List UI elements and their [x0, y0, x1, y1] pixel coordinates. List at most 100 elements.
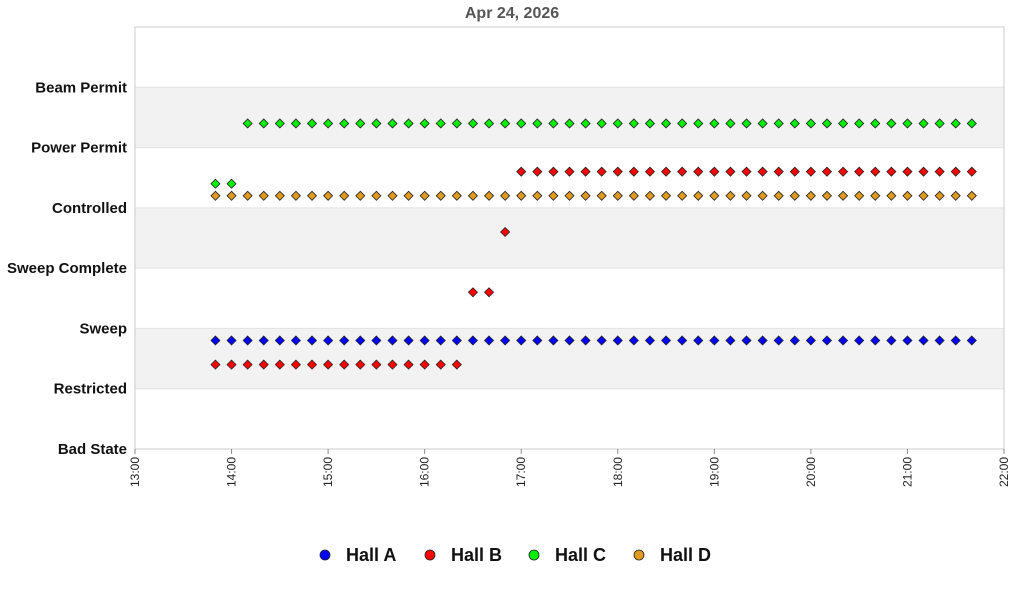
data-point [677, 166, 688, 177]
data-point [467, 287, 479, 298]
data-point [516, 335, 527, 346]
data-point [660, 166, 672, 177]
data-point [838, 166, 849, 177]
data-point [644, 335, 656, 346]
x-tick-label: 22:00 [997, 457, 1011, 487]
data-point [323, 359, 334, 370]
data-point [918, 118, 929, 129]
data-point [242, 359, 253, 370]
data-point [838, 335, 849, 346]
data-point [403, 335, 414, 346]
data-point [886, 335, 897, 346]
data-point [532, 190, 543, 201]
chart-title: Apr 24, 2026 [465, 5, 559, 22]
plot-bands [135, 27, 1004, 449]
data-points [210, 118, 977, 370]
x-tick-label: 13:00 [128, 457, 142, 487]
data-point [934, 118, 945, 129]
data-point [677, 335, 688, 346]
data-point [210, 178, 221, 189]
data-point [500, 335, 511, 346]
data-point [580, 190, 591, 201]
data-point [339, 359, 350, 370]
data-point [290, 335, 301, 346]
data-point [902, 166, 913, 177]
data-point [902, 190, 913, 201]
data-point [612, 118, 623, 129]
data-point [628, 335, 639, 346]
data-point [693, 190, 704, 201]
data-point [258, 190, 269, 201]
data-point [355, 190, 366, 201]
data-point [306, 335, 318, 346]
data-point [274, 190, 285, 201]
data-point [677, 190, 688, 201]
data-point [741, 190, 752, 201]
data-point [435, 190, 446, 201]
data-point [274, 359, 285, 370]
legend-label: Hall A [346, 545, 396, 565]
data-point [258, 118, 269, 129]
data-point [564, 335, 575, 346]
legend-marker [319, 549, 331, 561]
data-point [435, 359, 446, 370]
data-point [483, 118, 495, 129]
data-point [854, 166, 865, 177]
data-point [789, 335, 800, 346]
data-point [371, 118, 382, 129]
data-point [226, 190, 237, 201]
x-axis-ticks: 13:00 14:00 15:00 16:00 17:00 18:00 19:00 20:00… [128, 449, 1011, 487]
data-point [725, 190, 736, 201]
data-point [821, 118, 833, 129]
data-point [387, 335, 398, 346]
data-point [918, 190, 929, 201]
data-point [226, 359, 237, 370]
y-tick-label: Bad State [58, 441, 127, 458]
data-point [821, 190, 833, 201]
data-point [290, 359, 301, 370]
data-point [628, 190, 639, 201]
data-point [580, 118, 591, 129]
data-point [242, 335, 253, 346]
x-tick-label: 20:00 [804, 457, 818, 487]
data-point [644, 118, 656, 129]
legend-label: Hall B [451, 545, 502, 565]
data-point [435, 335, 446, 346]
data-point [741, 335, 752, 346]
data-point [693, 335, 704, 346]
data-point [500, 118, 511, 129]
data-point [773, 190, 784, 201]
data-point [660, 118, 672, 129]
data-point [371, 190, 382, 201]
data-point [596, 190, 607, 201]
data-point [902, 335, 913, 346]
data-point [725, 118, 736, 129]
data-point [950, 190, 961, 201]
y-tick-label: Sweep Complete [7, 260, 127, 277]
data-point [226, 335, 237, 346]
data-point [789, 118, 800, 129]
data-point [612, 166, 623, 177]
data-point [258, 359, 269, 370]
plot-band [135, 27, 1004, 88]
data-point [306, 359, 318, 370]
y-tick-label: Controlled [52, 200, 127, 217]
x-tick-label: 19:00 [707, 457, 721, 487]
data-point [950, 118, 961, 129]
data-point [387, 190, 398, 201]
data-point [596, 166, 607, 177]
data-point [403, 118, 414, 129]
data-point [274, 335, 285, 346]
data-point [773, 335, 784, 346]
data-point [371, 359, 382, 370]
data-point [516, 118, 527, 129]
data-point [821, 166, 833, 177]
data-point [693, 118, 704, 129]
y-tick-label: Restricted [54, 381, 127, 398]
plot-band [135, 388, 1004, 449]
data-point [757, 335, 768, 346]
data-point [821, 335, 833, 346]
data-point [838, 118, 849, 129]
data-point [628, 166, 639, 177]
data-point [483, 335, 495, 346]
